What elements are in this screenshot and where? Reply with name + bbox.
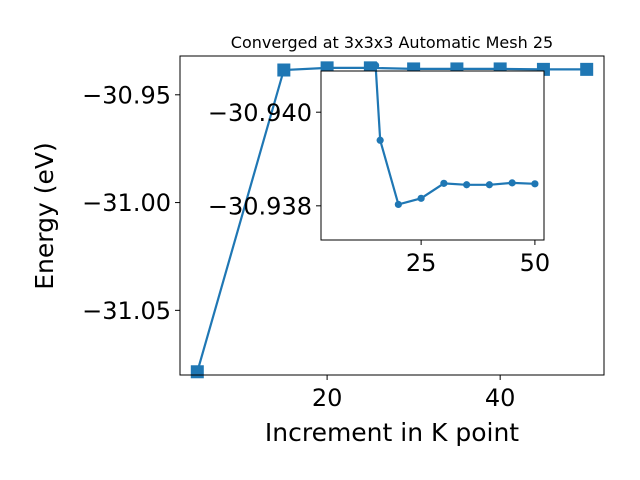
inset-background: [321, 71, 544, 240]
main-y-tick-label: −30.95: [82, 81, 171, 109]
inset-y-tick-label: −30.938: [208, 192, 312, 220]
inset-x-tick-label: 25: [406, 249, 437, 277]
inset-plot: 25 50 −30.940 −30.938: [208, 61, 551, 277]
y-axis-label: Energy (eV): [30, 142, 59, 289]
inset-data-point: [394, 200, 402, 209]
main-y-tick-label: −31.00: [82, 189, 171, 217]
inset-data-point: [463, 181, 471, 189]
main-frame: [179, 55, 605, 376]
main-y-tick-label: −31.05: [82, 297, 171, 325]
inset-data-point: [508, 179, 516, 187]
main-x-tick-label: 40: [485, 384, 516, 412]
main-data-point: [277, 63, 291, 77]
inset-data-point: [440, 179, 448, 187]
inset-data-point: [531, 180, 539, 188]
main-x-tick-label: 20: [312, 384, 343, 412]
main-data-point: [190, 365, 204, 379]
chart-title: Converged at 3x3x3 Automatic Mesh 25: [231, 33, 553, 52]
inset-y-tick-label: −30.940: [208, 99, 312, 127]
inset-data-point: [376, 136, 384, 144]
inset-frame: [320, 70, 545, 241]
inset-x-tick-label: 50: [520, 249, 551, 277]
inset-data-point: [485, 181, 493, 189]
inset-data-point: [417, 194, 425, 202]
x-axis-label: Increment in K point: [265, 418, 519, 447]
inset-data-point: [372, 61, 380, 69]
main-data-point: [580, 62, 594, 76]
